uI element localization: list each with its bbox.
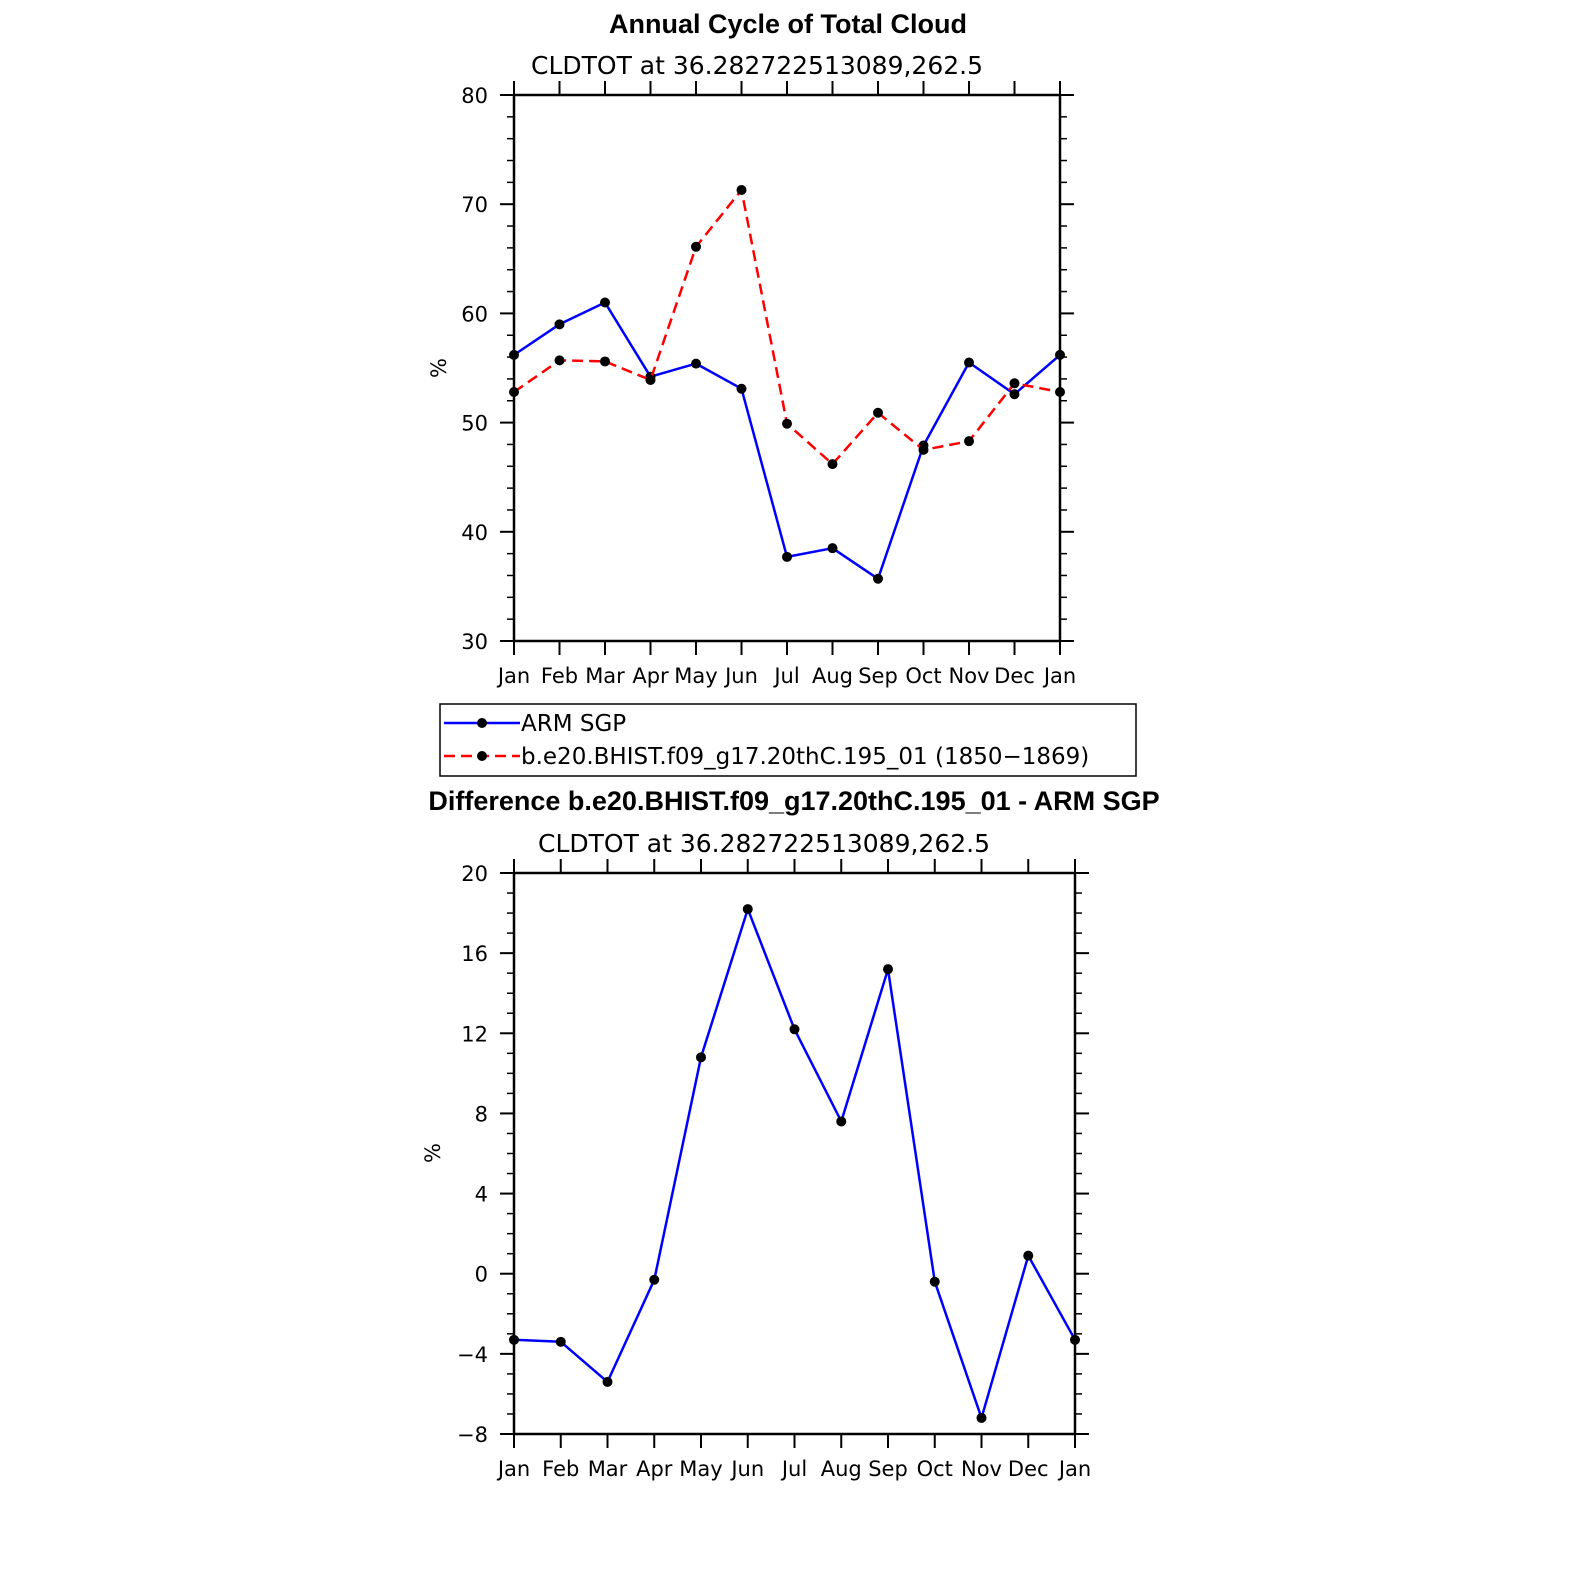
x-tick-label: Aug bbox=[821, 1457, 862, 1481]
data-point bbox=[600, 297, 610, 308]
axis-ticks bbox=[500, 81, 1074, 655]
y-tick-label: 60 bbox=[461, 302, 488, 326]
x-tick-label: Sep bbox=[858, 664, 898, 688]
x-tick-label: Oct bbox=[917, 1457, 953, 1481]
data-point bbox=[883, 964, 893, 975]
series-line bbox=[513, 907, 1077, 1420]
y-tick-label: 4 bbox=[475, 1183, 488, 1207]
y-tick-label: 50 bbox=[461, 412, 488, 436]
series-line bbox=[513, 301, 1061, 581]
x-tick-label: Sep bbox=[868, 1457, 908, 1481]
data-point bbox=[1009, 378, 1020, 389]
x-tick-label: Jan bbox=[496, 1457, 530, 1481]
y-axis-label: % bbox=[427, 358, 451, 378]
data-point bbox=[789, 1024, 800, 1035]
x-tick-label: Aug bbox=[812, 664, 853, 688]
y-tick-label: 12 bbox=[461, 1022, 488, 1046]
data-point bbox=[782, 551, 792, 562]
tick-labels: Jan Feb Mar Apr May Jun Jul Aug Sep Oct Nov Dec Jan 3… bbox=[461, 84, 1076, 688]
data-point bbox=[691, 241, 701, 252]
y-tick-label: 70 bbox=[461, 193, 488, 217]
x-tick-label: May bbox=[674, 664, 717, 688]
x-tick-label: Jan bbox=[496, 664, 530, 688]
y-tick-label: 30 bbox=[461, 630, 488, 654]
annual-cycle-chart: Annual Cycle of Total Cloud CLDTOT at 36… bbox=[427, 9, 1076, 688]
data-point bbox=[873, 573, 883, 584]
x-tick-label: Oct bbox=[905, 664, 941, 688]
x-tick-label: Apr bbox=[636, 1457, 673, 1481]
data-point bbox=[600, 356, 610, 367]
chart-title: Difference b.e20.BHIST.f09_g17.20thC.195… bbox=[428, 786, 1159, 816]
chart-title: Annual Cycle of Total Cloud bbox=[609, 9, 967, 39]
legend-box bbox=[439, 703, 1137, 777]
x-tick-label: Apr bbox=[632, 664, 669, 688]
data-point bbox=[736, 185, 747, 196]
difference-chart: Difference b.e20.BHIST.f09_g17.20thC.195… bbox=[421, 786, 1160, 1481]
y-tick-label: 80 bbox=[461, 84, 488, 108]
x-tick-label: Jul bbox=[780, 1457, 807, 1481]
y-tick-label: −8 bbox=[457, 1423, 488, 1447]
data-point bbox=[918, 444, 929, 455]
y-tick-label: 8 bbox=[475, 1102, 488, 1126]
x-tick-label: Nov bbox=[949, 664, 990, 688]
y-tick-label: 40 bbox=[461, 521, 488, 545]
legend-entry-model: b.e20.BHIST.f09_g17.20thC.195_01 (1850−1… bbox=[444, 744, 1089, 770]
legend-label: b.e20.BHIST.f09_g17.20thC.195_01 (1850−1… bbox=[521, 744, 1089, 770]
data-point bbox=[836, 1116, 847, 1127]
chart-subtitle: CLDTOT at 36.282722513089,262.5 bbox=[538, 829, 990, 858]
data-point bbox=[827, 459, 838, 470]
data-point bbox=[976, 1412, 987, 1423]
x-tick-label: Jan bbox=[1042, 664, 1076, 688]
legend-label: ARM SGP bbox=[521, 711, 626, 737]
x-tick-label: Mar bbox=[588, 1457, 628, 1481]
x-tick-label: Dec bbox=[994, 664, 1035, 688]
data-point bbox=[691, 358, 701, 369]
x-tick-label: Feb bbox=[541, 664, 578, 688]
data-point bbox=[645, 375, 656, 386]
legend: ARM SGP b.e20.BHIST.f09_g17.20thC.195_01… bbox=[439, 703, 1137, 777]
data-point bbox=[929, 1276, 940, 1287]
data-point bbox=[964, 357, 974, 368]
plot-frame bbox=[512, 871, 1077, 1436]
data-point bbox=[873, 407, 883, 418]
data-point bbox=[555, 1336, 566, 1347]
series-lines bbox=[509, 185, 1065, 584]
x-tick-label: Jun bbox=[723, 664, 758, 688]
data-point bbox=[554, 319, 565, 330]
data-point bbox=[1023, 1250, 1034, 1261]
legend-entry-arm-sgp: ARM SGP bbox=[444, 711, 626, 737]
data-point bbox=[782, 418, 792, 429]
axis-ticks bbox=[500, 859, 1089, 1448]
data-point bbox=[649, 1274, 660, 1285]
y-axis-label: % bbox=[421, 1143, 445, 1163]
y-tick-label: 16 bbox=[461, 942, 488, 966]
data-point bbox=[742, 904, 753, 915]
x-tick-label: Jun bbox=[729, 1457, 764, 1481]
x-tick-label: Jul bbox=[772, 664, 799, 688]
plot-frame bbox=[512, 93, 1062, 643]
tick-labels: Jan Feb Mar Apr May Jun Jul Aug Sep Oct Nov Dec Jan−… bbox=[457, 862, 1091, 1481]
data-point bbox=[602, 1376, 613, 1387]
x-tick-label: Mar bbox=[585, 664, 625, 688]
series-lines bbox=[509, 904, 1080, 1423]
chart-subtitle: CLDTOT at 36.282722513089,262.5 bbox=[531, 51, 983, 80]
x-tick-label: Nov bbox=[961, 1457, 1002, 1481]
legend-marker bbox=[477, 751, 487, 761]
data-point bbox=[827, 543, 838, 554]
y-tick-label: −4 bbox=[457, 1343, 488, 1367]
data-point bbox=[1009, 389, 1020, 400]
data-point bbox=[696, 1052, 706, 1063]
y-tick-label: 0 bbox=[475, 1263, 488, 1287]
x-tick-label: Jan bbox=[1057, 1457, 1091, 1481]
data-point bbox=[964, 436, 974, 447]
data-point bbox=[736, 383, 747, 394]
x-tick-label: Dec bbox=[1008, 1457, 1049, 1481]
data-point bbox=[554, 355, 565, 366]
x-tick-label: Feb bbox=[542, 1457, 579, 1481]
legend-marker bbox=[477, 718, 487, 728]
x-tick-label: May bbox=[679, 1457, 722, 1481]
y-tick-label: 20 bbox=[461, 862, 488, 886]
